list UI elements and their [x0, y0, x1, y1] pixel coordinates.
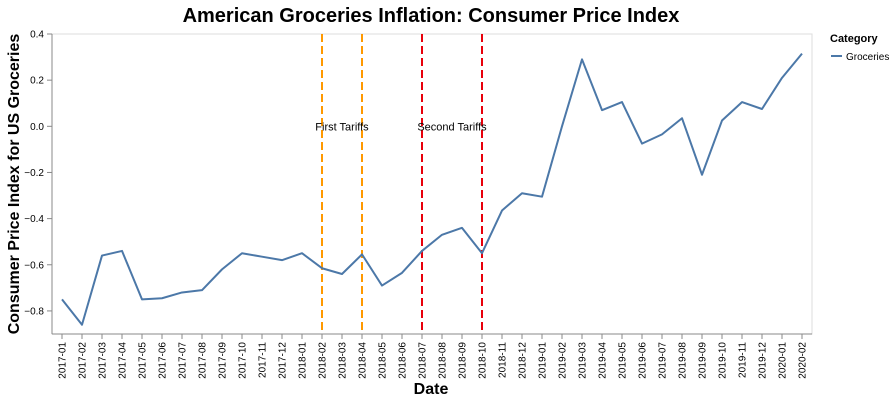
annotations: First Tariffs Second Tariffs — [315, 34, 487, 334]
x-tick-label: 2017-11 — [258, 342, 269, 378]
x-tick-label: 2017-02 — [78, 342, 89, 379]
x-tick-label: 2020-01 — [778, 342, 789, 379]
x-tick-label: 2017-06 — [158, 342, 169, 379]
x-tick-label: 2019-07 — [658, 342, 669, 379]
y-tick-label: −0.4 — [24, 214, 44, 225]
x-tick-label: 2017-04 — [118, 342, 129, 379]
series-layer — [61, 52, 803, 326]
plot-area: First Tariffs Second Tariffs — [51, 33, 813, 335]
series-line-groceries — [61, 52, 803, 326]
x-tick-label: 2019-08 — [678, 342, 689, 379]
x-tick-label: 2017-12 — [278, 342, 289, 379]
annotation-label: First Tariffs — [315, 121, 369, 133]
x-tick-label: 2017-01 — [58, 342, 69, 379]
x-tick-label: 2017-03 — [98, 342, 109, 379]
x-tick-label: 2019-12 — [758, 342, 769, 379]
y-tick-label: 0.4 — [30, 30, 44, 41]
x-tick-label: 2017-05 — [138, 342, 149, 379]
x-tick-label: 2017-10 — [238, 342, 249, 379]
x-tick-label: 2018-07 — [418, 342, 429, 379]
x-tick-label: 2019-04 — [598, 342, 609, 379]
x-tick-label: 2017-08 — [198, 342, 209, 379]
legend-title: Category — [830, 33, 879, 45]
y-tick-label: −0.8 — [24, 306, 44, 317]
annotation-label: Second Tariffs — [417, 121, 487, 133]
x-tick-label: 2018-10 — [478, 342, 489, 379]
x-tick-label: 2019-01 — [538, 342, 549, 379]
x-axis: 2017-01 2017-02 2017-03 2017-04 2017-05 2017-… — [52, 333, 812, 379]
x-tick-label: 2018-03 — [338, 342, 349, 379]
x-tick-label: 2018-09 — [458, 342, 469, 379]
x-tick-label: 2019-06 — [638, 342, 649, 379]
plot-frame — [51, 33, 813, 335]
x-tick-label: 2019-10 — [718, 342, 729, 379]
x-tick-label: 2018-12 — [518, 342, 529, 379]
x-tick-label: 2018-02 — [318, 342, 329, 379]
x-tick-label: 2017-09 — [218, 342, 229, 379]
x-tick-label: 2018-04 — [358, 342, 369, 379]
x-tick-label: 2018-11 — [498, 342, 509, 378]
x-tick-label: 2019-05 — [618, 342, 629, 379]
y-axis-title: Consumer Price Index for US Groceries — [6, 34, 23, 335]
y-tick-label: 0.0 — [30, 122, 44, 133]
chart-title: American Groceries Inflation: Consumer P… — [183, 5, 680, 27]
x-tick-label: 2017-07 — [178, 342, 189, 379]
y-axis: −0.8 −0.6 −0.4 −0.2 0.0 0.2 0.4 — [24, 30, 53, 334]
x-tick-label: 2020-02 — [798, 342, 809, 379]
legend-label-groceries: Groceries — [846, 52, 889, 63]
x-tick-label: 2019-03 — [578, 342, 589, 379]
x-tick-label: 2019-02 — [558, 342, 569, 379]
x-tick-label: 2018-05 — [378, 342, 389, 379]
x-tick-label: 2019-11 — [738, 342, 749, 378]
y-tick-label: −0.6 — [24, 260, 44, 271]
x-tick-label: 2018-08 — [438, 342, 449, 379]
x-tick-label: 2019-09 — [698, 342, 709, 379]
x-tick-label: 2018-01 — [298, 342, 309, 379]
x-axis-title: Date — [414, 381, 449, 398]
legend: Category Groceries — [830, 33, 889, 63]
y-tick-label: 0.2 — [30, 76, 44, 87]
x-tick-label: 2018-06 — [398, 342, 409, 379]
y-tick-label: −0.2 — [24, 168, 44, 179]
